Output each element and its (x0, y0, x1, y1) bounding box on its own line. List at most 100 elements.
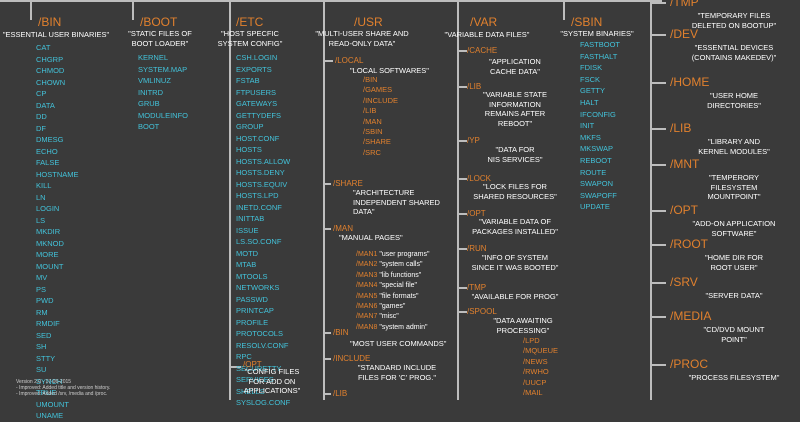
etc-file-item[interactable]: GROUP (236, 122, 264, 131)
bin-file-item[interactable]: RM (36, 307, 48, 317)
var-spool-subdir[interactable]: /UUCP (523, 377, 547, 387)
sbin-file-item[interactable]: FASTHALT (580, 51, 618, 61)
etc-file-item[interactable]: GATEWAYS (236, 99, 278, 108)
boot-file-item[interactable]: KERNEL (138, 53, 169, 62)
usr-local-subdir[interactable]: /BIN (363, 75, 378, 84)
usr-local-subdir[interactable]: /LIB (363, 106, 377, 116)
bin-file-item[interactable]: FALSE (36, 158, 60, 167)
usr-local-subdir[interactable]: /SRC (363, 147, 381, 157)
right-dir-lib[interactable]: /LIB (670, 121, 692, 135)
bin-file-item[interactable]: MKDIR (36, 227, 61, 236)
bin-file-item[interactable]: DD (36, 112, 47, 121)
etc-file-item[interactable]: NETWORKS (236, 283, 280, 292)
etc-file-item[interactable]: PROTOCOLS (236, 329, 283, 338)
bin-file-item[interactable]: KILL (36, 181, 52, 190)
sbin-file-item[interactable]: MKFS (580, 132, 601, 142)
etc-file-item[interactable]: SERVICES (236, 375, 274, 384)
etc-opt-dir[interactable]: /OPT (243, 360, 262, 369)
sbin-file-item[interactable]: SWAPON (580, 179, 614, 189)
usr-dir[interactable]: /USR (354, 15, 383, 29)
etc-file-item[interactable]: HOSTS.EQUIV (236, 179, 288, 189)
bin-file-item[interactable]: PWD (36, 296, 54, 305)
usr-man-section[interactable]: /MAN5 "file formats" (356, 292, 429, 302)
bin-file-item[interactable]: CAT (36, 43, 51, 52)
etc-file-item[interactable]: PROFILE (236, 317, 269, 327)
bin-file-item[interactable]: LS (36, 215, 46, 225)
usr-man-section[interactable]: /MAN2 "system calls" (356, 260, 429, 270)
right-dir-proc[interactable]: /PROC (670, 357, 709, 371)
etc-file-item[interactable]: HOSTS.DENY (236, 168, 285, 177)
etc-file-item[interactable]: LS.SO.CONF (236, 237, 282, 246)
etc-file-item[interactable]: HOST.CONF (236, 133, 280, 143)
right-dir-opt[interactable]: /OPT (670, 203, 699, 217)
bin-file-item[interactable]: SED (36, 330, 52, 340)
etc-file-item[interactable]: HOSTS.LPD (236, 191, 279, 200)
bin-file-item[interactable]: MORE (36, 250, 59, 259)
etc-file-item[interactable]: MOTD (236, 248, 259, 258)
etc-file-item[interactable]: RESOLV.CONF (236, 340, 289, 350)
usr-local-subdir[interactable]: /GAMES (363, 85, 393, 95)
usr-local-subdir[interactable]: /INCLUDE (363, 95, 399, 105)
sbin-file-item[interactable]: REBOOT (580, 155, 612, 165)
bin-file-item[interactable]: DF (36, 123, 46, 133)
boot-file-item[interactable]: VMLINUZ (138, 76, 171, 85)
etc-file-item[interactable]: INITTAB (236, 214, 265, 223)
bin-file-item[interactable]: SH (36, 342, 47, 351)
var-yp-dir[interactable]: /YP (467, 136, 480, 145)
boot-dir[interactable]: /BOOT (140, 15, 178, 29)
var-opt-dir[interactable]: /OPT (467, 209, 486, 218)
usr-man-dir[interactable]: /MAN (333, 224, 353, 233)
etc-file-item[interactable]: ISSUE (236, 225, 259, 235)
right-dir-home[interactable]: /HOME (670, 75, 710, 89)
bin-file-item[interactable]: TRUE (36, 388, 57, 397)
sbin-file-item[interactable]: SWAPOFF (580, 190, 617, 200)
var-run-dir[interactable]: /RUN (467, 244, 487, 253)
right-dir-mnt[interactable]: /MNT (670, 157, 700, 171)
var-dir[interactable]: /VAR (470, 15, 498, 29)
etc-file-item[interactable]: GETTYDEFS (236, 110, 282, 120)
sbin-file-item[interactable]: HALT (580, 97, 599, 107)
bin-file-item[interactable]: CHGRP (36, 54, 64, 64)
sbin-file-item[interactable]: IFCONFIG (580, 109, 616, 119)
var-spool-subdir[interactable]: /RWHO (523, 367, 549, 377)
etc-file-item[interactable]: MTAB (236, 260, 257, 269)
etc-file-item[interactable]: HOSTS (236, 145, 262, 154)
etc-file-item[interactable]: CSH.LOGIN (236, 53, 278, 62)
usr-man-section[interactable]: /MAN6 "games" (356, 302, 429, 312)
usr-man-section[interactable]: /MAN8 "system admin" (356, 323, 429, 333)
bin-file-item[interactable]: CHMOD (36, 66, 65, 75)
right-dir-media[interactable]: /MEDIA (670, 309, 712, 323)
etc-file-item[interactable]: PASSWD (236, 294, 268, 304)
etc-file-item[interactable]: SECURETTY (236, 363, 282, 373)
etc-file-item[interactable]: SYSLOG.CONF (236, 398, 291, 407)
etc-file-item[interactable]: INETD.CONF (236, 202, 282, 212)
sbin-file-item[interactable]: INIT (580, 121, 595, 131)
bin-file-item[interactable]: DMESG (36, 135, 64, 144)
var-tmp-dir[interactable]: /TMP (467, 283, 487, 292)
right-dir-dev[interactable]: /DEV (670, 27, 699, 41)
usr-local-subdir[interactable]: /SHARE (363, 137, 391, 147)
usr-man-section[interactable]: /MAN3 "lib functions" (356, 271, 429, 281)
etc-file-item[interactable]: PRINTCAP (236, 306, 274, 315)
etc-dir[interactable]: /ETC (236, 15, 264, 29)
sbin-dir[interactable]: /SBIN (571, 15, 603, 29)
bin-file-item[interactable]: CP (36, 89, 47, 98)
var-spool-dir[interactable]: /SPOOL (467, 307, 497, 316)
boot-file-item[interactable]: SYSTEM.MAP (138, 64, 188, 74)
bin-file-item[interactable]: DATA (36, 100, 55, 110)
bin-file-item[interactable]: UNAME (36, 411, 64, 420)
sbin-file-item[interactable]: UPDATE (580, 202, 610, 212)
usr-local-subdir[interactable]: /MAN (363, 116, 382, 126)
etc-file-item[interactable]: HOSTS.ALLOW (236, 156, 291, 166)
usr-bin-dir[interactable]: /BIN (333, 328, 349, 337)
usr-man-section[interactable]: /MAN7 "misc" (356, 312, 429, 322)
bin-file-item[interactable]: MOUNT (36, 261, 64, 271)
bin-file-item[interactable]: PS (36, 284, 47, 294)
etc-file-item[interactable]: EXPORTS (236, 64, 272, 74)
bin-file-item[interactable]: MKNOD (36, 238, 64, 248)
right-dir-srv[interactable]: /SRV (670, 275, 698, 289)
boot-file-item[interactable]: GRUB (138, 99, 160, 108)
bin-file-item[interactable]: LOGIN (36, 204, 60, 213)
right-dir-root[interactable]: /ROOT (670, 237, 708, 251)
boot-file-item[interactable]: BOOT (138, 122, 160, 131)
